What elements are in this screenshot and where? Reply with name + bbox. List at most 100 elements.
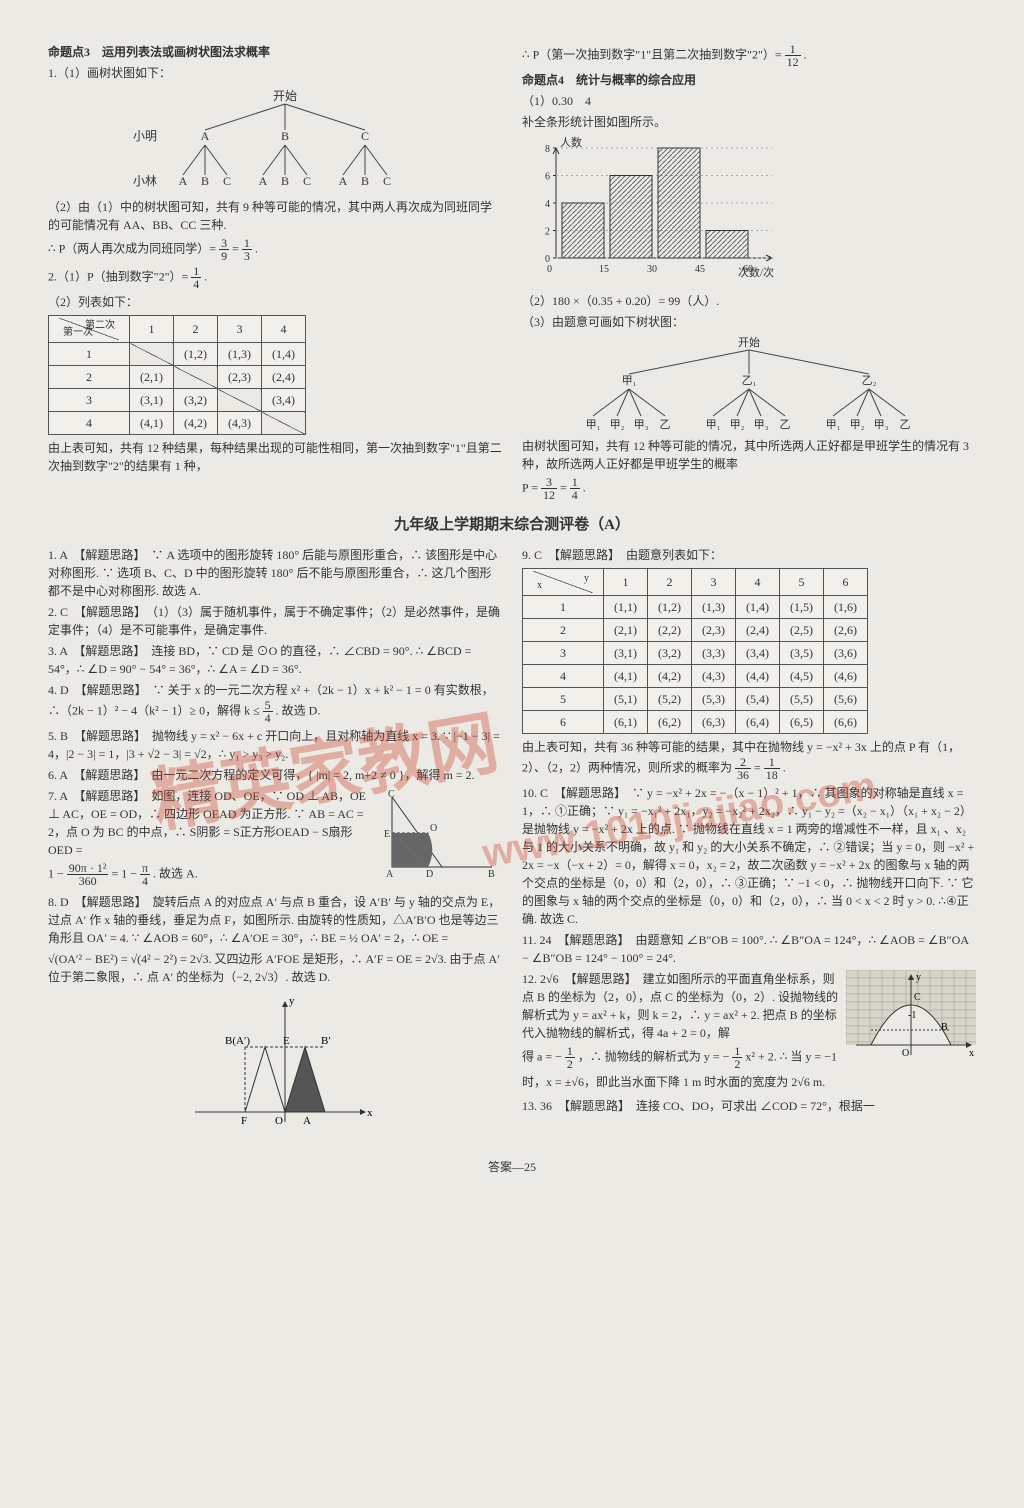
exam-q2: 2. C 【解题思路】 （1）（3）属于随机事件，属于不确定事件；（2）是必然事…: [48, 603, 502, 639]
svg-text:甲₁: 甲₁: [586, 419, 601, 431]
geom-figure-q12: C B O -1 x y: [846, 970, 976, 1065]
svg-text:y: y: [916, 972, 921, 983]
svg-text:A: A: [201, 129, 210, 143]
svg-text:A: A: [259, 174, 268, 188]
q2-after: 由上表可知，共有 12 种结果，每种结果出现的可能性相同，第一次抽到数字"1"且…: [48, 439, 502, 475]
fraction: 112: [785, 43, 801, 68]
q2-2-label: （2）列表如下：: [48, 293, 502, 311]
table-1: 第二次第一次12341(1,2)(1,3)(1,4)2(2,1)(2,3)(2,…: [48, 315, 306, 435]
section4-ans: （1）0.30 4: [522, 92, 976, 110]
q1-1-text: 1.（1）画树状图如下：: [48, 64, 502, 82]
fraction: 118: [764, 756, 780, 781]
text: = 1 −: [111, 866, 140, 880]
exam-q9a: 9. C 【解题思路】 由题意列表如下：: [522, 546, 976, 564]
svg-text:开始: 开始: [273, 89, 297, 103]
exam-q7: C E A D O B 7. A 【解题思路】 如图，连接 OD、OE，∵ OD…: [48, 787, 502, 859]
svg-text:y: y: [289, 995, 295, 1007]
svg-text:乙₂: 乙₂: [862, 374, 877, 387]
exam-q1: 1. A 【解题思路】 ∵ A 选项中的图形旋转 180° 后能与原图形重合，∴…: [48, 546, 502, 600]
table-2: yx1234561(1,1)(1,2)(1,3)(1,4)(1,5)(1,6)2…: [522, 568, 868, 734]
svg-text:O: O: [430, 823, 437, 834]
svg-text:开始: 开始: [738, 335, 760, 349]
text: . 故选 D.: [276, 703, 321, 717]
exam-q6: 6. A 【解题思路】 由一元二次方程的定义可得，{ |m| = 2, m+2 …: [48, 766, 502, 784]
svg-text:甲₂: 甲₂: [730, 419, 745, 431]
svg-text:B: B: [488, 869, 495, 877]
svg-text:C: C: [361, 129, 369, 143]
svg-text:45: 45: [695, 264, 705, 275]
exam-q11: 11. 24 【解题思路】 由题意知 ∠B″OB = 100°. ∴ ∠B″OA…: [522, 931, 976, 967]
svg-text:甲₁: 甲₁: [706, 419, 721, 431]
geom-figure-q7: C E A D O B: [382, 787, 502, 877]
exam-q12: C B O -1 x y 12. 2√6 【解题思路】 建立如图所示的平面直角坐…: [522, 970, 976, 1042]
text: =: [560, 480, 570, 494]
exam-q13: 13. 36 【解题思路】 连接 CO、DO，可求出 ∠COD = 72°，根据…: [522, 1097, 976, 1115]
svg-text:60: 60: [743, 264, 753, 275]
exam-q4: 4. D 【解题思路】 ∵ 关于 x 的一元二次方程 x² +（2k − 1）x…: [48, 681, 502, 724]
exam-q10: 10. C 【解题思路】 ∵ y = −x² + 2x = −（x − 1）² …: [522, 784, 976, 928]
svg-text:B′: B′: [321, 1035, 331, 1047]
text: .: [804, 47, 807, 61]
svg-text:6: 6: [545, 172, 550, 183]
svg-text:E: E: [384, 829, 390, 840]
text: .: [255, 241, 258, 255]
svg-text:甲₁: 甲₁: [622, 375, 637, 387]
svg-text:甲₂: 甲₂: [610, 419, 625, 431]
svg-text:30: 30: [647, 264, 657, 275]
exam-q8b: √(OA′² − BE²) = √(4² − 2²) = 2√3. 又四边形 A…: [48, 950, 502, 986]
sec4-after: 由树状图可知，共有 12 种等可能的情况，其中所选两人正好都是甲班学生的情况有 …: [522, 437, 976, 473]
exam-title: 九年级上学期期末综合测评卷（A）: [48, 514, 976, 537]
text: 12. 2√6 【解题思路】 建立如图所示的平面直角坐标系，则点 B 的坐标为（…: [522, 972, 838, 1040]
svg-text:B(A′): B(A′): [225, 1035, 250, 1047]
text: 1 −: [48, 866, 67, 880]
fraction: π4: [140, 862, 150, 887]
text: .: [783, 760, 786, 774]
fraction: 54: [263, 699, 273, 724]
svg-text:C: C: [303, 174, 311, 188]
sec4-2: （2）180 ×（0.35 + 0.20）= 99（人）.: [522, 292, 976, 310]
svg-text:乙₁: 乙₁: [742, 374, 757, 387]
svg-text:15: 15: [599, 264, 609, 275]
svg-text:乙: 乙: [660, 418, 671, 431]
svg-text:4: 4: [545, 199, 550, 210]
svg-text:小明: 小明: [133, 129, 157, 143]
svg-text:C: C: [223, 174, 231, 188]
page-footer: 答案—25: [48, 1158, 976, 1176]
svg-text:小林: 小林: [133, 174, 157, 188]
svg-text:F: F: [241, 1115, 247, 1127]
bar-chart: 人数次数/次02468015304560: [522, 134, 782, 284]
svg-text:甲₃: 甲₃: [874, 419, 889, 431]
svg-text:B: B: [281, 129, 289, 143]
text: 7. A 【解题思路】 如图，连接 OD、OE，∵ OD ⊥ AB，OE ⊥ A…: [48, 789, 366, 857]
tree-diagram-1: 开始小明ABC小林ABCABCABC: [115, 85, 435, 195]
svg-text:乙: 乙: [780, 418, 791, 431]
fraction: 14: [570, 476, 580, 501]
svg-text:甲₃: 甲₃: [754, 419, 769, 431]
svg-text:x: x: [969, 1048, 974, 1059]
svg-text:0: 0: [547, 264, 552, 275]
svg-text:甲₂: 甲₂: [850, 419, 865, 431]
svg-text:乙: 乙: [900, 418, 911, 431]
q1-2b: ∴ P（两人再次成为同班同学）= 39 = 13 .: [48, 237, 502, 262]
tree-diagram-2: 开始甲₁乙₁乙₂甲₁甲₂甲₃乙甲₁甲₂甲₃乙甲₁甲₂甲₃乙: [539, 334, 959, 434]
svg-text:D: D: [426, 869, 433, 877]
svg-text:2: 2: [545, 227, 550, 238]
text: . 故选 A.: [153, 866, 198, 880]
svg-text:B: B: [941, 1022, 948, 1033]
svg-text:C: C: [914, 992, 921, 1003]
text: .: [583, 480, 586, 494]
fraction: 312: [541, 476, 557, 501]
svg-text:E: E: [283, 1035, 290, 1047]
svg-text:B: B: [201, 174, 209, 188]
svg-text:B: B: [281, 174, 289, 188]
text: ∴ P（第一次抽到数字"1"且第二次抽到数字"2"）=: [522, 47, 785, 61]
svg-text:-1: -1: [908, 1010, 916, 1021]
text: .: [204, 269, 207, 283]
exam-q9b: 由上表可知，共有 36 种等可能的结果，其中在抛物线 y = −x² + 3x …: [522, 738, 976, 781]
fraction: 13: [242, 237, 252, 262]
svg-text:人数: 人数: [560, 136, 582, 149]
section4-text: 补全条形统计图如图所示。: [522, 113, 976, 131]
svg-text:B: B: [361, 174, 369, 188]
exam-q8: 8. D 【解题思路】 旋转后点 A 的对应点 A′ 与点 B 重合，设 A′B…: [48, 893, 502, 947]
exam-q12e: 时，x = ±√6，即此当水面下降 1 m 时水面的宽度为 2√6 m.: [522, 1073, 976, 1091]
